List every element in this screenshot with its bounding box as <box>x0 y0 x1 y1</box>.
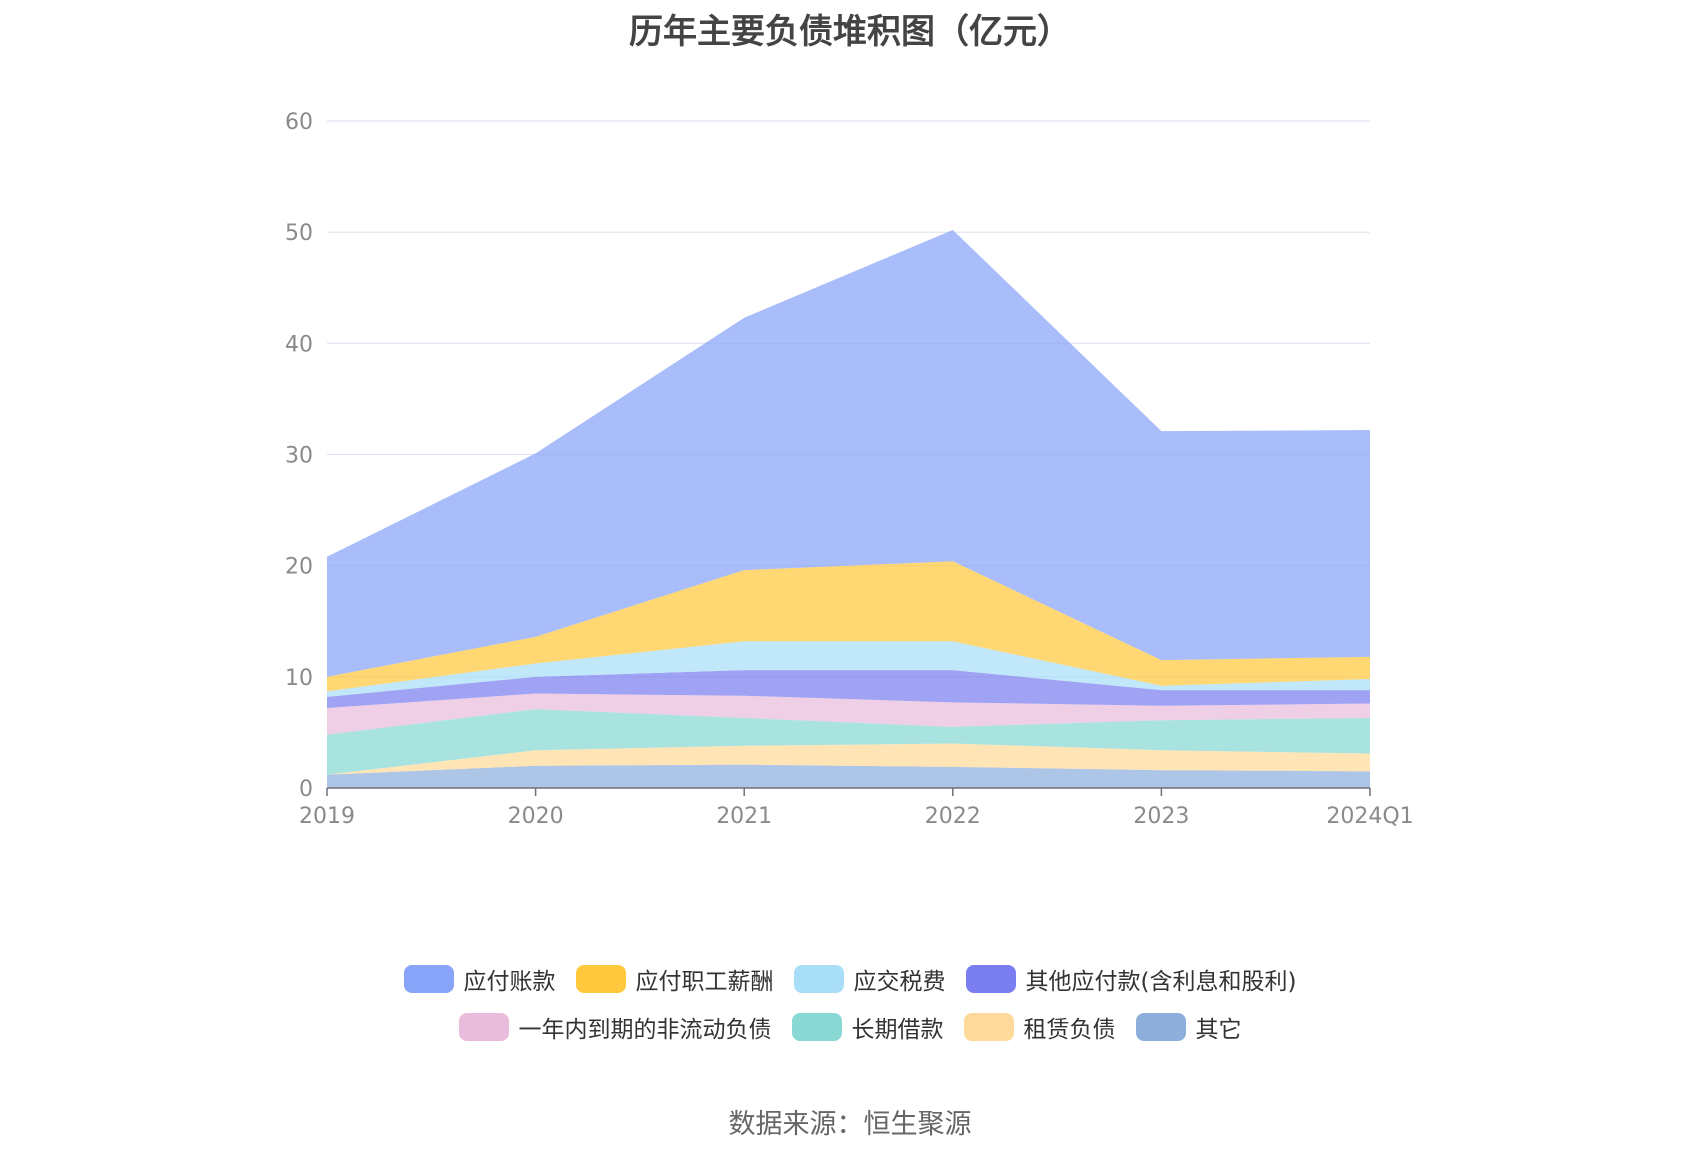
area-series <box>327 670 1370 708</box>
legend-item[interactable]: 租赁负债 <box>963 1010 1116 1044</box>
legend-row: 应付账款 应付职工薪酬 应交税费 其他应付款(含利息和股利) <box>0 955 1700 1003</box>
legend-label: 长期借款 <box>851 1017 944 1043</box>
x-axis-ticks: 2019 2020 2021 2022 2023 2024Q1 <box>299 804 1414 829</box>
y-tick-label: 50 <box>285 221 313 246</box>
legend-label: 应交税费 <box>853 969 946 995</box>
legend-swatch <box>965 965 1016 993</box>
legend-label: 应付职工薪酬 <box>635 969 774 995</box>
legend-item[interactable]: 应付账款 <box>403 962 556 996</box>
legend-row: 一年内到期的非流动负债 长期借款 租赁负债 其它 <box>0 1003 1700 1051</box>
legend-swatch <box>458 1013 509 1041</box>
legend-swatch <box>1135 1013 1186 1041</box>
area-series <box>327 229 1370 788</box>
y-axis-ticks: 0 10 20 30 40 50 60 <box>285 110 313 802</box>
legend-label: 应付账款 <box>463 969 556 995</box>
x-tick-label: 2023 <box>1133 804 1189 829</box>
y-tick-label: 30 <box>285 444 313 469</box>
legend-item[interactable]: 应交税费 <box>793 962 946 996</box>
legend-swatch <box>793 965 844 993</box>
x-tick-label: 2019 <box>299 804 355 829</box>
area-series <box>327 641 1370 697</box>
legend-item[interactable]: 长期借款 <box>791 1010 944 1044</box>
area-series <box>327 709 1370 775</box>
area-series <box>327 743 1370 775</box>
legend-label: 其他应付款(含利息和股利) <box>1025 969 1297 995</box>
area-series <box>327 764 1370 788</box>
legend-swatch <box>791 1013 842 1041</box>
y-tick-label: 60 <box>285 110 313 135</box>
x-tick-label: 2021 <box>716 804 772 829</box>
legend-label: 其它 <box>1195 1017 1242 1043</box>
legend-swatch <box>963 1013 1014 1041</box>
legend-item[interactable]: 其它 <box>1135 1010 1242 1044</box>
legend-item[interactable]: 其他应付款(含利息和股利) <box>965 962 1297 996</box>
data-source-note: 数据来源：恒生聚源 <box>728 1109 972 1140</box>
legend-swatch <box>403 965 454 993</box>
area-series <box>327 561 1370 692</box>
legend-item[interactable]: 应付职工薪酬 <box>575 962 774 996</box>
legend: 应付账款 应付职工薪酬 应交税费 其他应付款(含利息和股利) 一年内到期的非流动负债 长… <box>0 955 1700 1051</box>
area-series <box>327 693 1370 735</box>
chart-title: 历年主要负债堆积图（亿元） <box>629 12 1071 52</box>
stacked-area-chart: 0 10 20 30 40 50 60 2019 2020 2021 2022 2023 2024Q1 <box>285 110 1414 829</box>
legend-label: 一年内到期的非流动负债 <box>518 1017 772 1043</box>
legend-label: 租赁负债 <box>1023 1017 1116 1043</box>
x-tick-label: 2024Q1 <box>1326 804 1413 829</box>
x-axis <box>326 787 1371 796</box>
x-tick-label: 2022 <box>925 804 981 829</box>
legend-item[interactable]: 一年内到期的非流动负债 <box>458 1010 772 1044</box>
area-series <box>327 229 1370 677</box>
y-tick-label: 0 <box>299 777 313 802</box>
y-tick-label: 10 <box>285 666 313 691</box>
legend-swatch <box>575 965 626 993</box>
x-tick-label: 2020 <box>508 804 564 829</box>
y-tick-label: 20 <box>285 555 313 580</box>
y-tick-label: 40 <box>285 332 313 357</box>
